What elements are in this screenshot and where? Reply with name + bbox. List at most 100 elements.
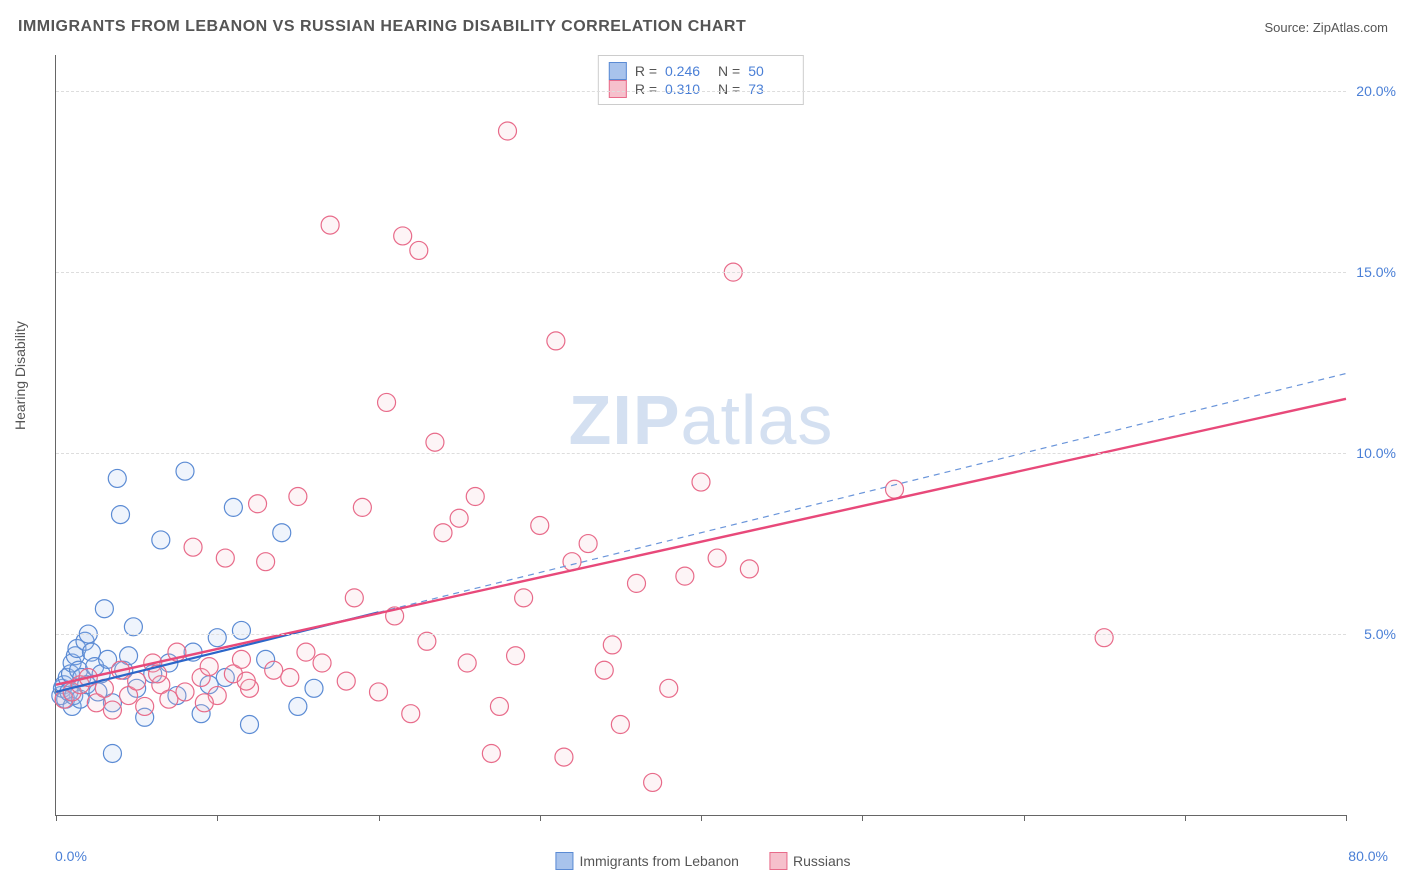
swatch-icon — [769, 852, 787, 870]
data-point — [112, 506, 130, 524]
x-tick — [540, 815, 541, 821]
x-axis-max-label: 80.0% — [1348, 848, 1388, 864]
data-point — [289, 488, 307, 506]
legend-row-0: R = 0.246 N = 50 — [609, 62, 793, 80]
x-tick — [701, 815, 702, 821]
data-point — [337, 672, 355, 690]
x-tick — [1024, 815, 1025, 821]
data-point — [237, 672, 255, 690]
source-label: Source: ZipAtlas.com — [1264, 20, 1388, 35]
data-point — [482, 744, 500, 762]
data-point — [128, 672, 146, 690]
data-point — [490, 697, 508, 715]
data-point — [531, 516, 549, 534]
data-point — [595, 661, 613, 679]
data-point — [499, 122, 517, 140]
data-point — [313, 654, 331, 672]
data-point — [176, 683, 194, 701]
data-point — [152, 531, 170, 549]
data-point — [676, 567, 694, 585]
data-point — [458, 654, 476, 672]
y-tick-label: 20.0% — [1351, 83, 1396, 99]
n-value-1: 73 — [748, 81, 793, 97]
data-point — [410, 241, 428, 259]
x-tick — [1346, 815, 1347, 821]
data-point — [708, 549, 726, 567]
swatch-icon — [609, 62, 627, 80]
y-tick-label: 5.0% — [1351, 626, 1396, 642]
data-point — [426, 433, 444, 451]
legend-item-1: Russians — [769, 852, 851, 870]
trend-line — [56, 399, 1346, 685]
data-point — [103, 744, 121, 762]
data-point — [241, 716, 259, 734]
data-point — [692, 473, 710, 491]
data-point — [281, 668, 299, 686]
swatch-icon — [555, 852, 573, 870]
data-point — [434, 524, 452, 542]
x-tick — [379, 815, 380, 821]
data-point — [603, 636, 621, 654]
data-point — [95, 600, 113, 618]
data-point — [547, 332, 565, 350]
data-point — [305, 679, 323, 697]
data-point — [555, 748, 573, 766]
data-point — [345, 589, 363, 607]
data-point — [249, 495, 267, 513]
correlation-legend: R = 0.246 N = 50 R = 0.310 N = 73 — [598, 55, 804, 105]
r-label: R = — [635, 81, 657, 97]
trend-line-dashed — [379, 373, 1347, 612]
data-point — [265, 661, 283, 679]
data-point — [644, 773, 662, 791]
data-point — [353, 498, 371, 516]
r-value-0: 0.246 — [665, 63, 710, 79]
data-point — [1095, 629, 1113, 647]
data-point — [321, 216, 339, 234]
data-point — [200, 658, 218, 676]
series-legend: Immigrants from Lebanon Russians — [555, 852, 850, 870]
data-point — [370, 683, 388, 701]
data-point — [466, 488, 484, 506]
data-point — [184, 538, 202, 556]
x-tick — [56, 815, 57, 821]
data-point — [257, 553, 275, 571]
y-axis-label: Hearing Disability — [12, 321, 28, 430]
data-point — [515, 589, 533, 607]
data-point — [628, 574, 646, 592]
y-tick-label: 10.0% — [1351, 445, 1396, 461]
data-point — [394, 227, 412, 245]
data-point — [232, 621, 250, 639]
n-label: N = — [718, 63, 740, 79]
swatch-icon — [609, 80, 627, 98]
data-point — [224, 498, 242, 516]
gridline — [56, 272, 1346, 273]
data-point — [136, 697, 154, 715]
data-point — [216, 549, 234, 567]
data-point — [232, 650, 250, 668]
x-axis-min-label: 0.0% — [55, 848, 87, 864]
data-point — [660, 679, 678, 697]
r-value-1: 0.310 — [665, 81, 710, 97]
data-point — [195, 694, 213, 712]
data-point — [160, 690, 178, 708]
data-point — [297, 643, 315, 661]
chart-title: IMMIGRANTS FROM LEBANON VS RUSSIAN HEARI… — [18, 18, 746, 36]
data-point — [886, 480, 904, 498]
data-point — [378, 393, 396, 411]
data-point — [176, 462, 194, 480]
x-tick — [217, 815, 218, 821]
legend-row-1: R = 0.310 N = 73 — [609, 80, 793, 98]
x-tick — [862, 815, 863, 821]
x-tick — [1185, 815, 1186, 821]
plot-area: ZIPatlas R = 0.246 N = 50 R = 0.310 N = … — [55, 55, 1346, 816]
legend-item-0: Immigrants from Lebanon — [555, 852, 739, 870]
y-tick-label: 15.0% — [1351, 264, 1396, 280]
chart-svg — [56, 55, 1346, 815]
data-point — [611, 716, 629, 734]
data-point — [208, 629, 226, 647]
data-point — [273, 524, 291, 542]
n-label: N = — [718, 81, 740, 97]
data-point — [507, 647, 525, 665]
gridline — [56, 634, 1346, 635]
data-point — [402, 705, 420, 723]
